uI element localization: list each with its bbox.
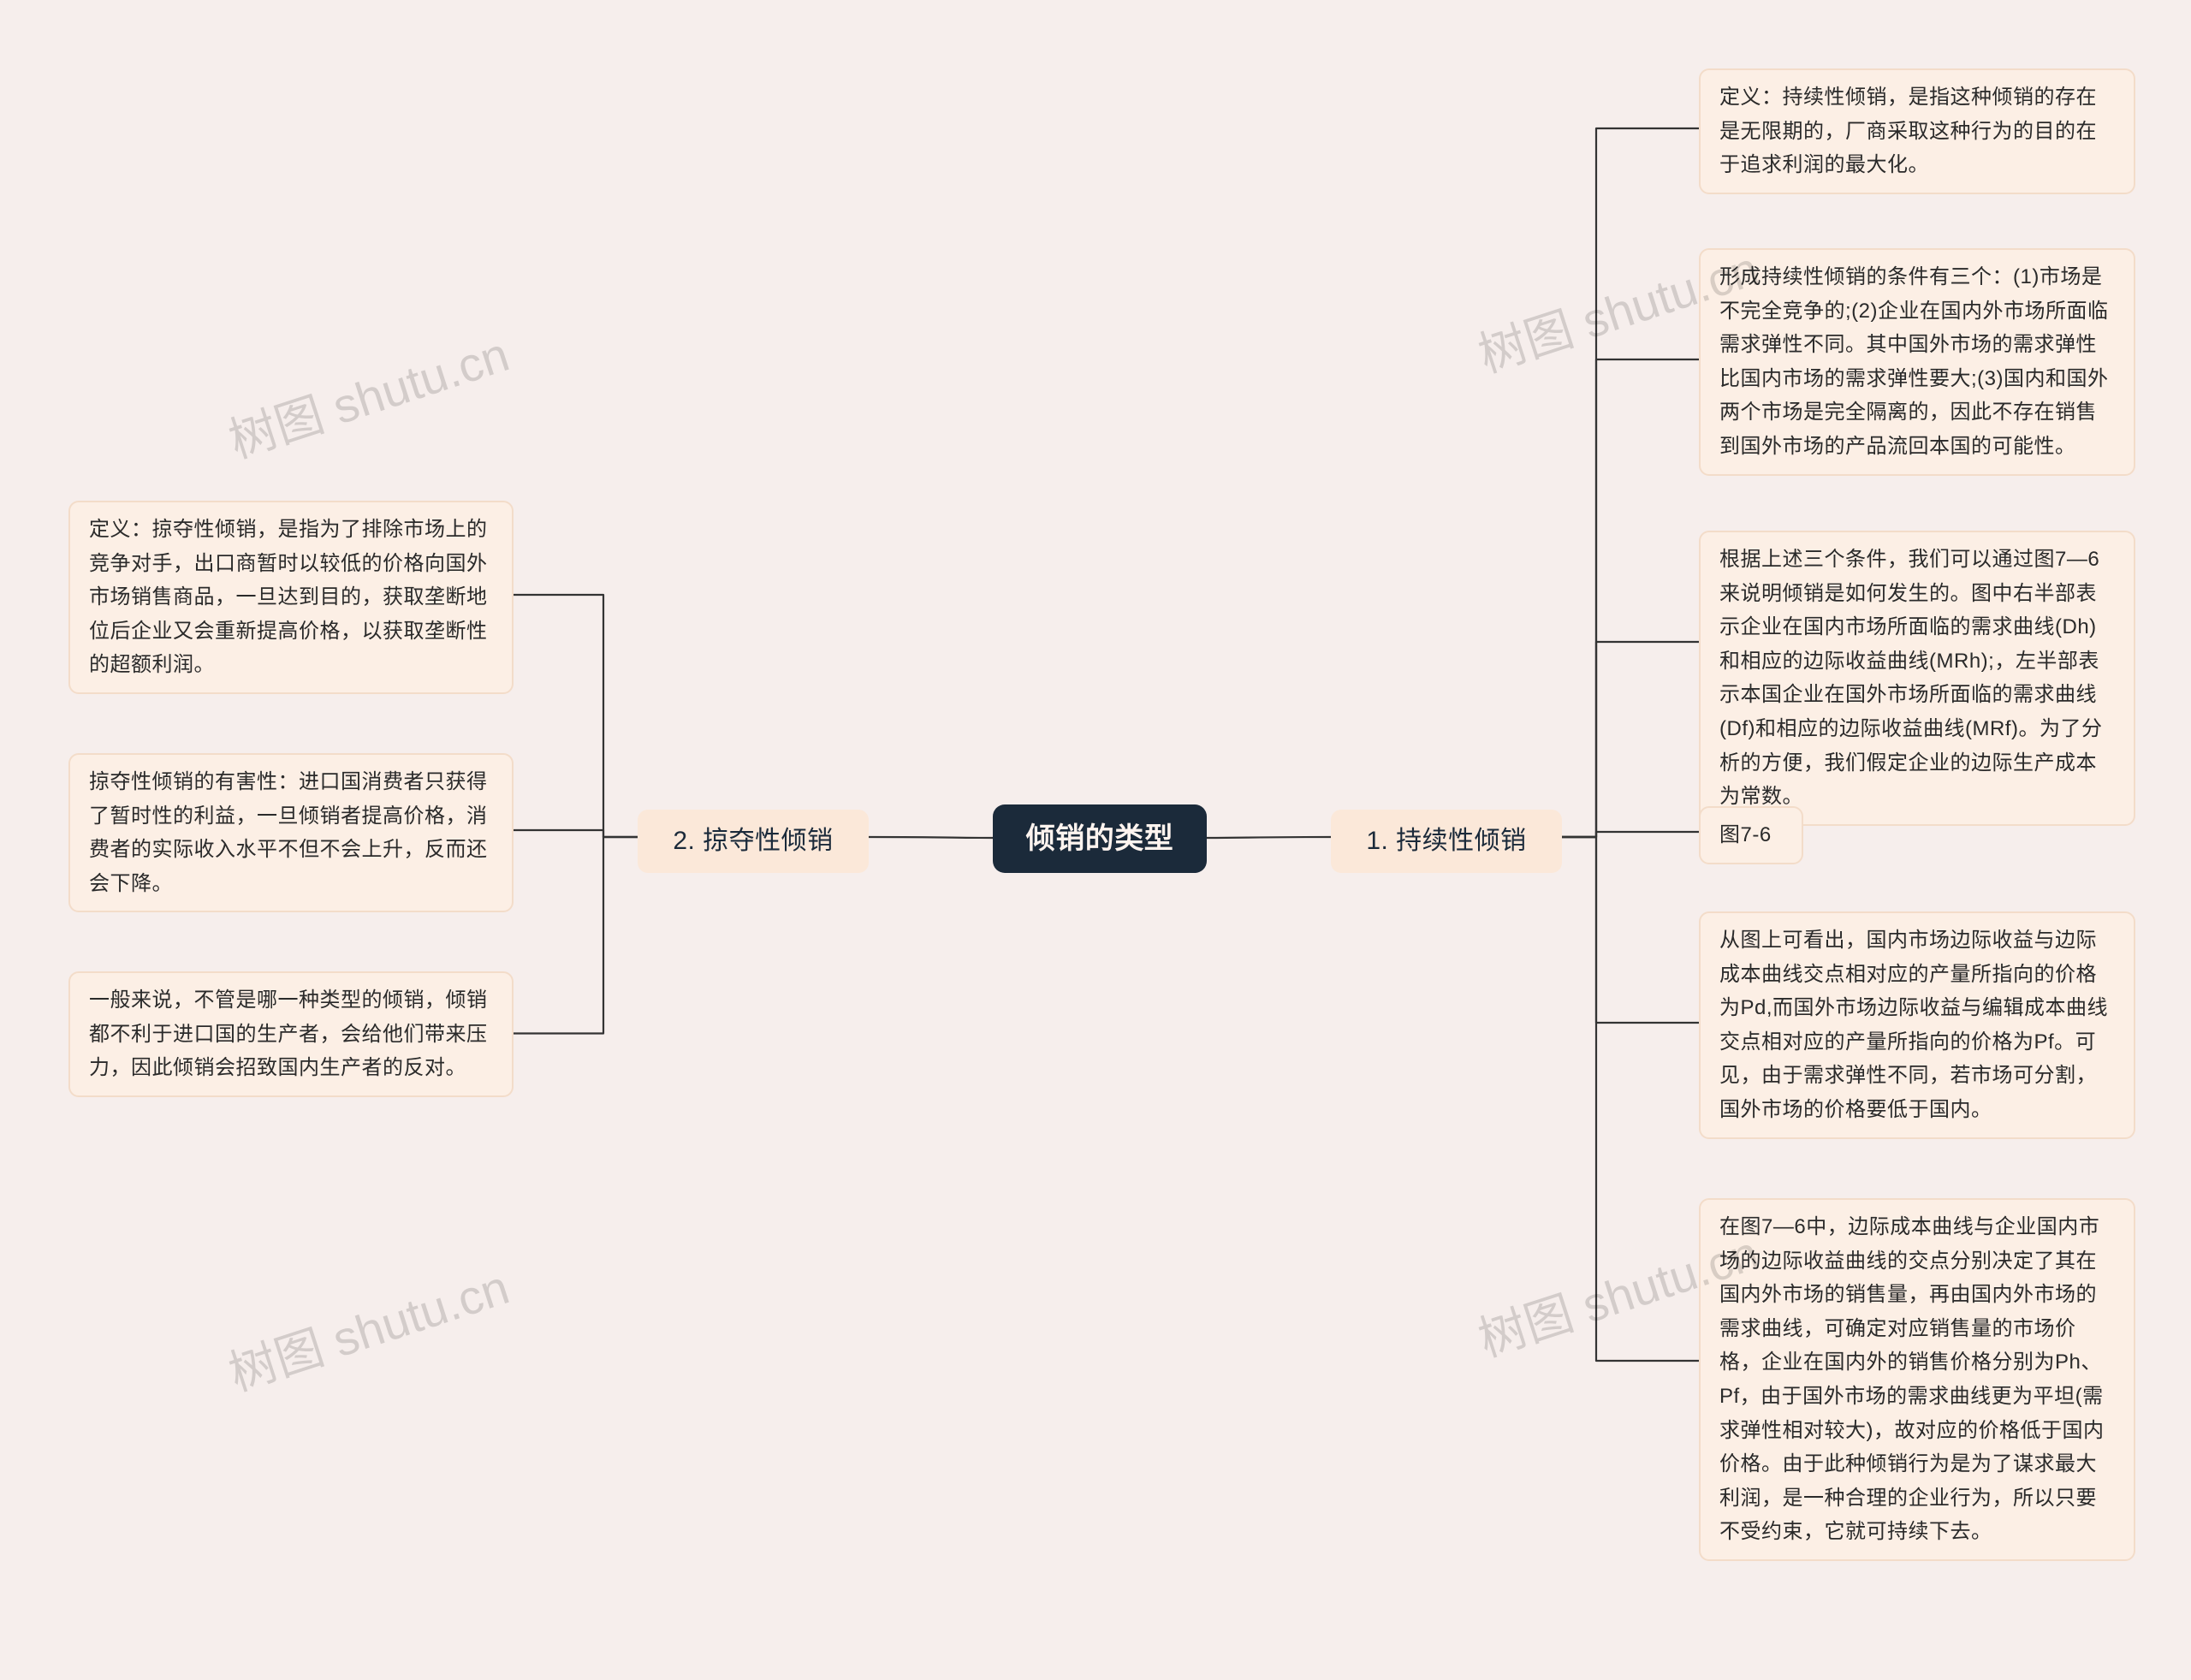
leaf-node-b1c2: 形成持续性倾销的条件有三个：(1)市场是不完全竞争的;(2)企业在国内外市场所面… — [1699, 248, 2135, 476]
leaf-node-b2c2: 掠夺性倾销的有害性：进口国消费者只获得了暂时性的利益，一旦倾销者提高价格，消费者… — [68, 753, 514, 912]
leaf-node-b1c4-text: 图7-6 — [1719, 823, 1772, 846]
branch-node-b1-text: 1. 持续性倾销 — [1366, 820, 1526, 863]
watermark: 树图 shutu.cn — [219, 1250, 517, 1405]
leaf-node-b1c6-text: 在图7—6中，边际成本曲线与企业国内市场的边际收益曲线的交点分别决定了其在国内外… — [1719, 1215, 2105, 1543]
leaf-node-b1c5-text: 从图上可看出，国内市场边际收益与边际成本曲线交点相对应的产量所指向的价格为Pd,… — [1719, 929, 2108, 1121]
leaf-node-b2c1: 定义：掠夺性倾销，是指为了排除市场上的竞争对手，出口商暂时以较低的价格向国外市场… — [68, 501, 514, 694]
mindmap-canvas: 倾销的类型 1. 持续性倾销 定义：持续性倾销，是指这种倾销的存在是无限期的，厂商采… — [0, 0, 2191, 1680]
branch-node-b2-text: 2. 掠夺性倾销 — [673, 820, 833, 863]
leaf-node-b1c1-text: 定义：持续性倾销，是指这种倾销的存在是无限期的，厂商采取这种行为的目的在于追求利… — [1719, 86, 2097, 176]
leaf-node-b1c3: 根据上述三个条件，我们可以通过图7—6来说明倾销是如何发生的。图中右半部表示企业… — [1699, 531, 2135, 826]
branch-node-b1: 1. 持续性倾销 — [1331, 810, 1562, 873]
branch-node-b2: 2. 掠夺性倾销 — [638, 810, 869, 873]
root-node-text: 倾销的类型 — [1026, 815, 1174, 863]
leaf-node-b1c4: 图7-6 — [1699, 806, 1803, 864]
leaf-node-b1c6: 在图7—6中，边际成本曲线与企业国内市场的边际收益曲线的交点分别决定了其在国内外… — [1699, 1198, 2135, 1561]
leaf-node-b1c5: 从图上可看出，国内市场边际收益与边际成本曲线交点相对应的产量所指向的价格为Pd,… — [1699, 911, 2135, 1139]
root-node: 倾销的类型 — [993, 804, 1207, 873]
leaf-node-b1c1: 定义：持续性倾销，是指这种倾销的存在是无限期的，厂商采取这种行为的目的在于追求利… — [1699, 68, 2135, 194]
leaf-node-b2c3-text: 一般来说，不管是哪一种类型的倾销，倾销都不利于进口国的生产者，会给他们带来压力，… — [89, 988, 488, 1079]
leaf-node-b2c1-text: 定义：掠夺性倾销，是指为了排除市场上的竞争对手，出口商暂时以较低的价格向国外市场… — [89, 518, 488, 676]
leaf-node-b2c3: 一般来说，不管是哪一种类型的倾销，倾销都不利于进口国的生产者，会给他们带来压力，… — [68, 971, 514, 1097]
leaf-node-b1c2-text: 形成持续性倾销的条件有三个：(1)市场是不完全竞争的;(2)企业在国内外市场所面… — [1719, 265, 2109, 458]
leaf-node-b2c2-text: 掠夺性倾销的有害性：进口国消费者只获得了暂时性的利益，一旦倾销者提高价格，消费者… — [89, 770, 488, 895]
watermark: 树图 shutu.cn — [219, 317, 517, 472]
leaf-node-b1c3-text: 根据上述三个条件，我们可以通过图7—6来说明倾销是如何发生的。图中右半部表示企业… — [1719, 548, 2102, 808]
